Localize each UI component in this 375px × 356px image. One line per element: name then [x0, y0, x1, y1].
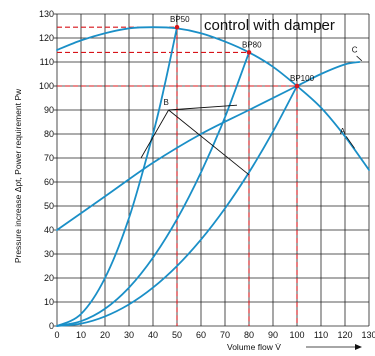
y-tick-label: 90 [44, 105, 54, 115]
curve-b-leader-line [168, 104, 238, 111]
plot-grid [54, 13, 370, 327]
curve-b-leader-lines [140, 104, 250, 176]
y-tick-label: 70 [44, 153, 54, 163]
y-tick-label: 30 [44, 249, 54, 259]
x-tick-label: 10 [76, 330, 86, 340]
y-tick-label: 120 [39, 33, 54, 43]
operating-point-label: BP50 [170, 15, 190, 24]
y-tick-label: 60 [44, 177, 54, 187]
y-tick-label: 10 [44, 297, 54, 307]
y-tick-label: 80 [44, 129, 54, 139]
x-tick-label: 110 [314, 330, 328, 340]
operating-point-marker [174, 24, 180, 30]
y-tick-label: 50 [44, 201, 54, 211]
x-tick-label: 80 [244, 330, 254, 340]
tick-labels: 0 10 20 30 40 50 60 70 80 90 100 110 120 130 0 10 20 30 40… [39, 9, 375, 340]
x-tick-label: 60 [196, 330, 206, 340]
curve-b [56, 26, 178, 327]
y-tick-label: 40 [44, 225, 54, 235]
curve-label: B [164, 98, 169, 107]
curve-b-leader-line [140, 109, 169, 159]
curves [56, 26, 370, 327]
operating-point-marker [294, 83, 300, 89]
chart-title: control with damper [204, 17, 335, 34]
y-axis-label: Pressure increase Δpt, Power requirement… [13, 88, 23, 263]
curve-label: C [352, 45, 358, 54]
curve-a-label-connector [345, 136, 355, 149]
x-tick-label: 30 [124, 330, 134, 340]
x-tick-label: 130 [361, 330, 375, 340]
x-tick-label: 120 [337, 330, 352, 340]
curve-b [56, 51, 250, 327]
curve-label: A [340, 127, 346, 136]
operating-point-marker [246, 50, 252, 55]
operating-point-label: BP100 [290, 74, 315, 83]
x-tick-label: 100 [289, 330, 304, 340]
curve-a [56, 26, 370, 171]
y-tick-label: 110 [40, 57, 54, 67]
x-tick-label: 90 [268, 330, 278, 340]
x-tick-label: 40 [148, 330, 158, 340]
x-tick-label: 20 [100, 330, 110, 340]
curve-c [56, 61, 361, 231]
curve-c-label-connector [356, 55, 363, 62]
operating-point-guides [57, 26, 298, 326]
y-tick-label: 100 [39, 81, 54, 91]
annotations: BP50 BP80 BP100 A C B [164, 15, 363, 149]
operating-point-label: BP80 [242, 40, 262, 49]
x-tick-label: 0 [54, 330, 59, 340]
curve-b [56, 85, 298, 327]
x-axis-label: Volume flow V̇ [227, 342, 281, 352]
curve-b-leader-line [168, 109, 250, 176]
y-tick-label: 20 [44, 273, 54, 283]
x-axis-arrow [306, 344, 362, 350]
x-tick-label: 50 [172, 330, 182, 340]
y-tick-label: 130 [39, 9, 54, 19]
x-tick-label: 70 [220, 330, 230, 340]
y-tick-label: 0 [49, 321, 54, 331]
